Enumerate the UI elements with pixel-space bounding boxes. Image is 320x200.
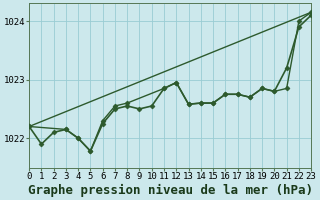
X-axis label: Graphe pression niveau de la mer (hPa): Graphe pression niveau de la mer (hPa) <box>28 183 313 197</box>
